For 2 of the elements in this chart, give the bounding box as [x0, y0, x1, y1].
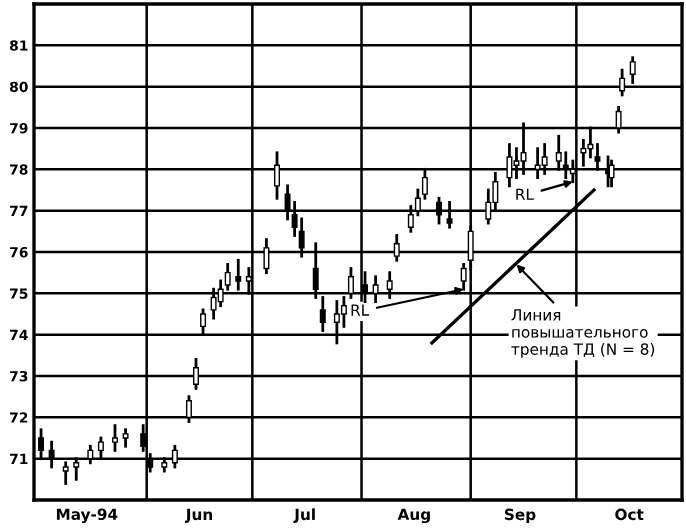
candlestick [122, 428, 129, 448]
candlestick [112, 424, 118, 452]
